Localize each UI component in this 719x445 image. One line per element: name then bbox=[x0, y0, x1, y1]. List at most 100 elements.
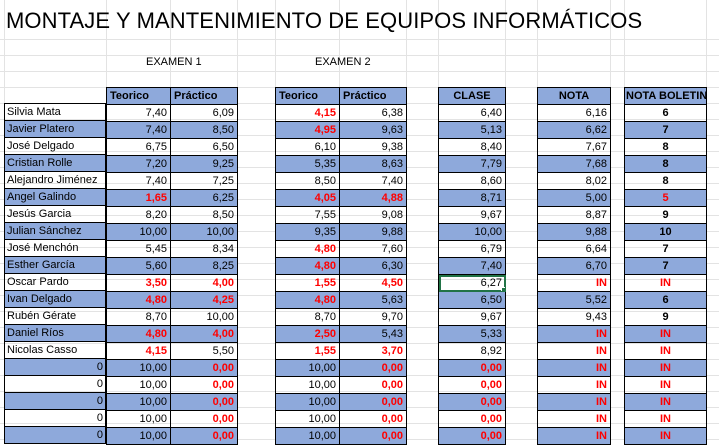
nota-boletin-cell[interactable]: 6 bbox=[625, 105, 707, 122]
exam2-practico-cell[interactable]: 0,00 bbox=[340, 377, 407, 394]
exam2-practico-cell[interactable]: 7,60 bbox=[340, 241, 407, 258]
exam2-practico-cell[interactable]: 9,08 bbox=[340, 207, 407, 224]
student-name-cell[interactable]: 0 bbox=[5, 410, 106, 427]
student-name-cell[interactable]: Javier Platero bbox=[5, 121, 106, 138]
nota-boletin-cell[interactable]: 9 bbox=[625, 207, 707, 224]
student-name-cell[interactable]: Rubén Gérate bbox=[5, 308, 106, 325]
nota-cell[interactable]: IN bbox=[538, 343, 611, 360]
exam1-practico-cell[interactable]: 8,25 bbox=[171, 258, 238, 275]
student-name-cell[interactable]: Silvia Mata bbox=[5, 104, 106, 121]
exam2-teorico-cell[interactable]: 4,80 bbox=[276, 258, 340, 275]
exam2-teorico-header[interactable]: Teorico bbox=[276, 88, 340, 105]
nota-boletin-cell[interactable]: IN bbox=[625, 377, 707, 394]
student-name-cell[interactable]: Ivan Delgado bbox=[5, 291, 106, 308]
exam2-teorico-cell[interactable]: 10,00 bbox=[276, 394, 340, 411]
clase-cell[interactable]: 0,00 bbox=[439, 360, 506, 377]
student-name-cell[interactable]: Angel Galindo bbox=[5, 189, 106, 206]
exam2-teorico-cell[interactable]: 1,55 bbox=[276, 275, 340, 292]
clase-cell[interactable]: 9,67 bbox=[439, 207, 506, 224]
exam2-teorico-cell[interactable]: 4,95 bbox=[276, 122, 340, 139]
nota-header[interactable]: NOTA bbox=[538, 88, 611, 105]
nota-cell[interactable]: 8,02 bbox=[538, 173, 611, 190]
exam1-teorico-cell[interactable]: 8,20 bbox=[107, 207, 171, 224]
exam1-teorico-cell[interactable]: 8,70 bbox=[107, 309, 171, 326]
exam1-practico-cell[interactable]: 6,09 bbox=[171, 105, 238, 122]
exam2-teorico-cell[interactable]: 4,15 bbox=[276, 105, 340, 122]
clase-cell[interactable]: 8,92 bbox=[439, 343, 506, 360]
exam1-practico-cell[interactable]: 8,50 bbox=[171, 207, 238, 224]
exam2-teorico-cell[interactable]: 9,35 bbox=[276, 224, 340, 241]
nota-boletin-cell[interactable]: 8 bbox=[625, 139, 707, 156]
exam2-teorico-cell[interactable]: 2,50 bbox=[276, 326, 340, 343]
exam1-teorico-cell[interactable]: 10,00 bbox=[107, 394, 171, 411]
exam2-practico-cell[interactable]: 5,63 bbox=[340, 292, 407, 309]
exam2-practico-cell[interactable]: 5,43 bbox=[340, 326, 407, 343]
nota-cell[interactable]: 8,87 bbox=[538, 207, 611, 224]
student-name-cell[interactable]: Daniel Ríos bbox=[5, 325, 106, 342]
exam1-practico-cell[interactable]: 10,00 bbox=[171, 309, 238, 326]
student-name-cell[interactable]: Esther García bbox=[5, 257, 106, 274]
clase-cell[interactable]: 5,13 bbox=[439, 122, 506, 139]
exam1-practico-cell[interactable]: 8,34 bbox=[171, 241, 238, 258]
exam1-teorico-cell[interactable]: 10,00 bbox=[107, 377, 171, 394]
exam2-teorico-cell[interactable]: 10,00 bbox=[276, 411, 340, 428]
nota-boletin-cell[interactable]: IN bbox=[625, 275, 707, 292]
exam2-practico-cell[interactable]: 6,30 bbox=[340, 258, 407, 275]
nota-cell[interactable]: IN bbox=[538, 394, 611, 411]
exam2-teorico-cell[interactable]: 4,80 bbox=[276, 292, 340, 309]
student-name-cell[interactable]: Oscar Pardo bbox=[5, 274, 106, 291]
clase-cell[interactable]: 6,40 bbox=[439, 105, 506, 122]
exam1-teorico-cell[interactable]: 10,00 bbox=[107, 411, 171, 428]
nota-cell[interactable]: IN bbox=[538, 360, 611, 377]
exam1-practico-cell[interactable]: 6,50 bbox=[171, 139, 238, 156]
nota-boletin-cell[interactable]: IN bbox=[625, 326, 707, 343]
exam1-teorico-cell[interactable]: 4,80 bbox=[107, 326, 171, 343]
exam1-practico-header[interactable]: Práctico bbox=[171, 88, 238, 105]
exam2-practico-cell[interactable]: 9,38 bbox=[340, 139, 407, 156]
nota-cell[interactable]: IN bbox=[538, 326, 611, 343]
nota-boletin-cell[interactable]: 7 bbox=[625, 122, 707, 139]
student-name-cell[interactable]: Jesús Garcia bbox=[5, 206, 106, 223]
nota-cell[interactable]: 7,67 bbox=[538, 139, 611, 156]
exam2-teorico-cell[interactable]: 7,55 bbox=[276, 207, 340, 224]
exam1-practico-cell[interactable]: 0,00 bbox=[171, 411, 238, 428]
student-name-cell[interactable]: José Delgado bbox=[5, 138, 106, 155]
exam1-teorico-cell[interactable]: 7,40 bbox=[107, 105, 171, 122]
student-name-cell[interactable]: Alejandro Jiménez bbox=[5, 172, 106, 189]
exam1-teorico-cell[interactable]: 10,00 bbox=[107, 360, 171, 377]
exam2-practico-cell[interactable]: 4,50 bbox=[340, 275, 407, 292]
exam1-practico-cell[interactable]: 0,00 bbox=[171, 377, 238, 394]
exam1-practico-cell[interactable]: 4,00 bbox=[171, 275, 238, 292]
clase-cell[interactable]: 0,00 bbox=[439, 411, 506, 428]
nota-boletin-cell[interactable]: 6 bbox=[625, 292, 707, 309]
exam2-teorico-cell[interactable]: 1,55 bbox=[276, 343, 340, 360]
nota-cell[interactable]: 9,88 bbox=[538, 224, 611, 241]
exam2-practico-cell[interactable]: 0,00 bbox=[340, 394, 407, 411]
student-name-cell[interactable]: 0 bbox=[5, 393, 106, 410]
nota-cell[interactable]: 5,00 bbox=[538, 190, 611, 207]
clase-cell[interactable]: 7,79 bbox=[439, 156, 506, 173]
nota-boletin-cell[interactable]: 9 bbox=[625, 309, 707, 326]
exam1-teorico-cell[interactable]: 7,20 bbox=[107, 156, 171, 173]
nota-boletin-cell[interactable]: IN bbox=[625, 360, 707, 377]
student-name-cell[interactable]: Cristian Rolle bbox=[5, 155, 106, 172]
exam1-practico-cell[interactable]: 4,00 bbox=[171, 326, 238, 343]
clase-header[interactable]: CLASE bbox=[439, 88, 506, 105]
exam1-practico-cell[interactable]: 4,25 bbox=[171, 292, 238, 309]
nota-boletin-cell[interactable]: IN bbox=[625, 343, 707, 360]
exam1-teorico-cell[interactable]: 1,65 bbox=[107, 190, 171, 207]
clase-cell[interactable]: 8,71 bbox=[439, 190, 506, 207]
exam1-teorico-cell[interactable]: 4,80 bbox=[107, 292, 171, 309]
exam2-practico-cell[interactable]: 3,70 bbox=[340, 343, 407, 360]
exam2-practico-cell[interactable]: 0,00 bbox=[340, 411, 407, 428]
nota-boletin-cell[interactable]: 8 bbox=[625, 156, 707, 173]
nota-boletin-header[interactable]: NOTA BOLETIN bbox=[625, 88, 707, 105]
clase-cell[interactable]: 9,67 bbox=[439, 309, 506, 326]
clase-cell[interactable]: 0,00 bbox=[439, 377, 506, 394]
exam1-teorico-cell[interactable]: 5,60 bbox=[107, 258, 171, 275]
exam1-teorico-cell[interactable]: 7,40 bbox=[107, 173, 171, 190]
clase-cell[interactable]: 6,79 bbox=[439, 241, 506, 258]
exam2-teorico-cell[interactable]: 4,05 bbox=[276, 190, 340, 207]
student-name-cell[interactable]: José Menchón bbox=[5, 240, 106, 257]
exam1-practico-cell[interactable]: 7,25 bbox=[171, 173, 238, 190]
